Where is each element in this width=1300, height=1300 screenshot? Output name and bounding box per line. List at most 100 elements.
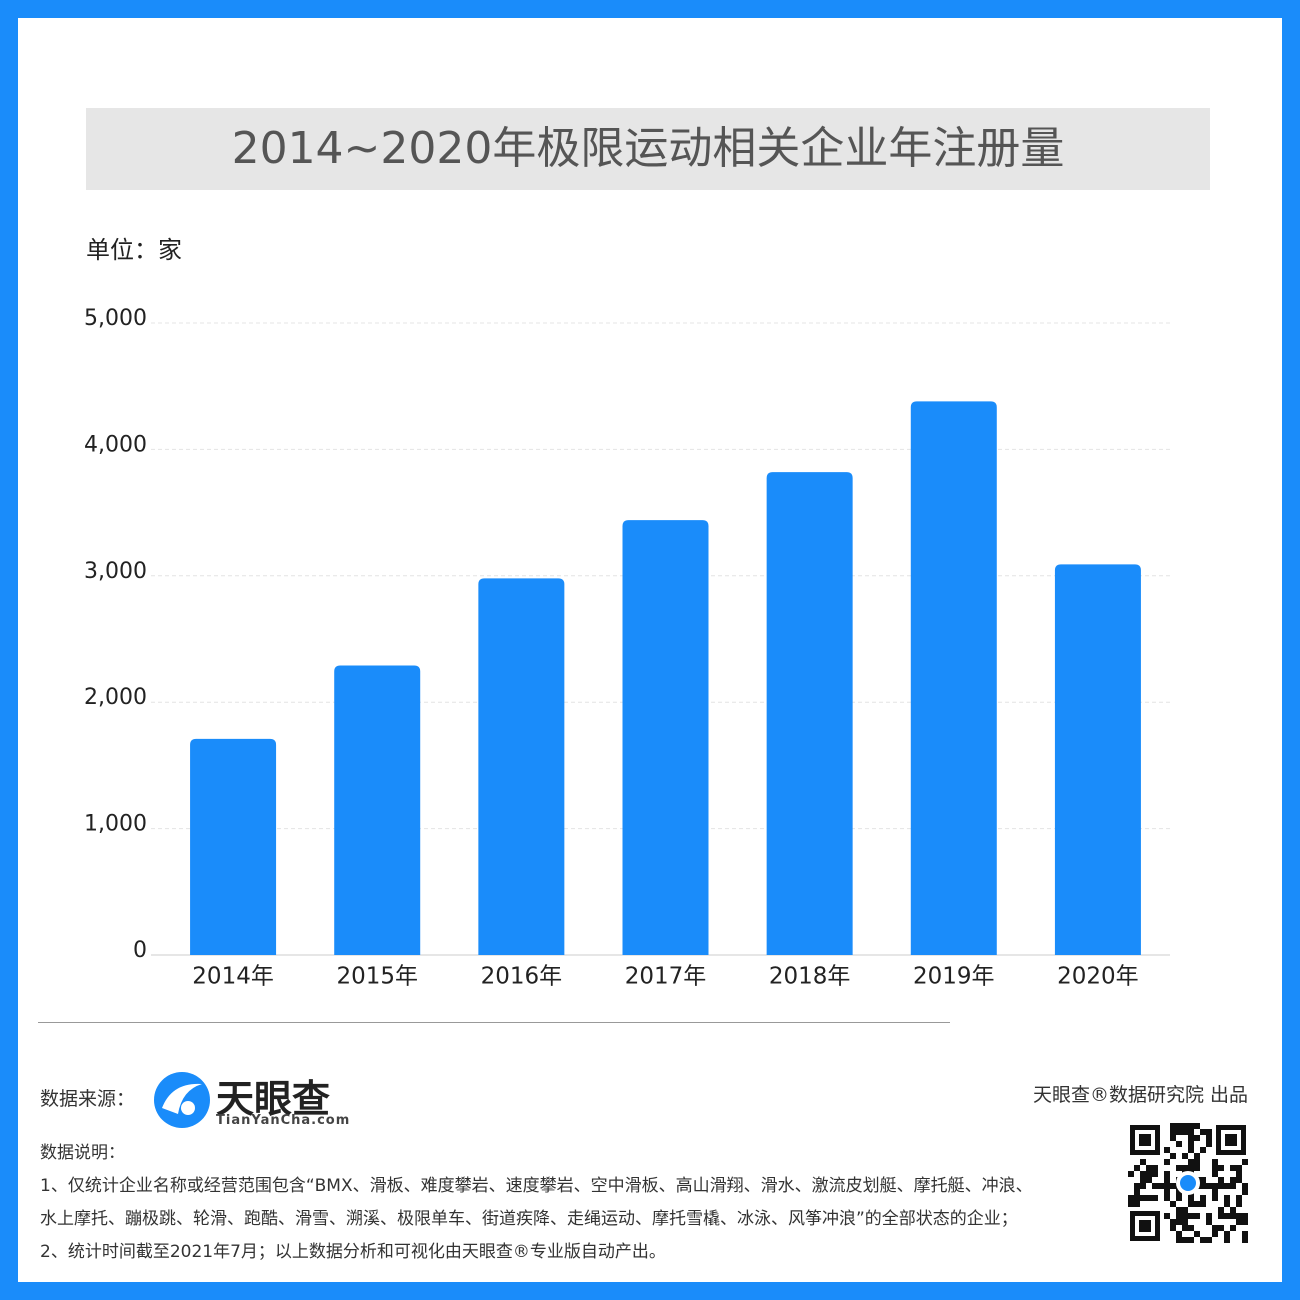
qr-module <box>1176 1231 1182 1237</box>
qr-module <box>1164 1213 1170 1219</box>
qr-module <box>1230 1183 1236 1189</box>
x-tick-label: 2020年 <box>1057 964 1139 990</box>
unit-label: 单位：家 <box>86 236 182 264</box>
qr-code <box>1128 1123 1248 1243</box>
note-line: 2、统计时间截至2021年7月；以上数据分析和可视化由天眼查®专业版自动产出。 <box>40 1242 666 1262</box>
qr-module <box>1170 1201 1176 1207</box>
qr-module <box>1146 1165 1152 1171</box>
qr-module <box>1188 1237 1194 1243</box>
qr-module <box>1152 1183 1158 1189</box>
qr-module <box>1128 1171 1134 1177</box>
qr-module <box>1164 1147 1170 1153</box>
qr-module <box>1206 1129 1212 1135</box>
logo-icon <box>154 1072 210 1128</box>
x-tick-label: 2018年 <box>769 964 851 990</box>
qr-module <box>1188 1201 1194 1207</box>
bar <box>622 520 709 955</box>
qr-module <box>1188 1141 1194 1147</box>
qr-module <box>1218 1165 1224 1171</box>
qr-module <box>1164 1195 1170 1201</box>
note-line: 水上摩托、蹦极跳、轮滑、跑酷、滑雪、溯溪、极限单车、街道疾降、走绳运动、摩托雪橇… <box>40 1209 1018 1229</box>
logo-name: 天眼查 <box>216 1077 331 1121</box>
qr-module <box>1218 1225 1224 1231</box>
qr-module <box>1164 1177 1170 1183</box>
qr-module <box>1212 1195 1218 1201</box>
qr-module <box>1170 1219 1176 1225</box>
qr-module <box>1242 1219 1248 1225</box>
qr-module <box>1236 1177 1242 1183</box>
qr-module <box>1134 1201 1140 1207</box>
qr-module <box>1158 1183 1164 1189</box>
qr-module <box>1176 1189 1182 1195</box>
qr-module <box>1176 1129 1182 1135</box>
qr-module <box>1164 1159 1170 1165</box>
qr-module <box>1206 1219 1212 1225</box>
qr-module <box>1230 1213 1236 1219</box>
qr-module <box>1188 1147 1194 1153</box>
qr-module <box>1188 1159 1194 1165</box>
title-box <box>86 108 1210 190</box>
qr-module <box>1128 1195 1134 1201</box>
qr-module <box>1182 1219 1188 1225</box>
qr-module <box>1188 1129 1194 1135</box>
qr-module <box>1224 1195 1230 1201</box>
qr-module <box>1176 1207 1182 1213</box>
qr-module <box>1176 1195 1182 1201</box>
source-label: 数据来源： <box>40 1088 136 1110</box>
qr-module <box>1188 1195 1194 1201</box>
qr-module <box>1212 1171 1218 1177</box>
qr-module <box>1212 1159 1218 1165</box>
qr-module <box>1128 1201 1134 1207</box>
qr-module <box>1182 1207 1188 1213</box>
qr-module <box>1170 1135 1176 1141</box>
qr-module <box>1188 1165 1194 1171</box>
qr-module <box>1170 1123 1176 1129</box>
qr-module <box>1152 1171 1158 1177</box>
divider <box>38 1022 950 1023</box>
qr-module <box>1200 1195 1206 1201</box>
qr-module <box>1224 1201 1230 1207</box>
qr-module <box>1236 1219 1242 1225</box>
x-tick-label: 2014年 <box>192 964 274 990</box>
qr-module <box>1230 1165 1236 1171</box>
qr-module <box>1152 1165 1158 1171</box>
qr-module <box>1188 1225 1194 1231</box>
qr-module <box>1200 1201 1206 1207</box>
qr-module <box>1134 1165 1140 1171</box>
qr-module <box>1194 1159 1200 1165</box>
bar <box>190 738 277 955</box>
qr-module <box>1200 1237 1206 1243</box>
qr-module <box>1236 1213 1242 1219</box>
qr-module <box>1194 1123 1200 1129</box>
qr-module <box>1170 1225 1176 1231</box>
bar <box>910 401 997 955</box>
qr-module <box>1200 1183 1206 1189</box>
qr-module <box>1176 1141 1182 1147</box>
qr-module <box>1212 1189 1218 1195</box>
qr-module <box>1140 1177 1146 1183</box>
qr-module <box>1230 1207 1236 1213</box>
qr-module <box>1224 1213 1230 1219</box>
x-tick-label: 2019年 <box>913 964 995 990</box>
qr-module <box>1212 1165 1218 1171</box>
qr-module <box>1134 1189 1140 1195</box>
qr-module <box>1176 1237 1182 1243</box>
note-line: 1、仅统计企业名称或经营范围包含“BMX、滑板、难度攀岩、速度攀岩、空中滑板、高… <box>40 1176 1033 1196</box>
chart: 0 1,000 2,000 3,000 4,000 5,000 2014年 2015年 2016… <box>84 306 1170 990</box>
qr-module <box>1140 1183 1146 1189</box>
bar <box>478 578 565 955</box>
qr-module <box>1230 1177 1236 1183</box>
qr-module <box>1212 1225 1218 1231</box>
logo-url: TianYanCha.com <box>216 1113 351 1128</box>
bar <box>766 472 853 955</box>
qr-module <box>1236 1165 1242 1171</box>
qr-module <box>1206 1183 1212 1189</box>
qr-module <box>1176 1165 1182 1171</box>
qr-module <box>1140 1159 1146 1165</box>
qr-module <box>1242 1237 1248 1243</box>
qr-module <box>1230 1225 1236 1231</box>
qr-module <box>1194 1213 1200 1219</box>
qr-module <box>1182 1225 1188 1231</box>
qr-module <box>1164 1171 1170 1177</box>
qr-module <box>1182 1129 1188 1135</box>
